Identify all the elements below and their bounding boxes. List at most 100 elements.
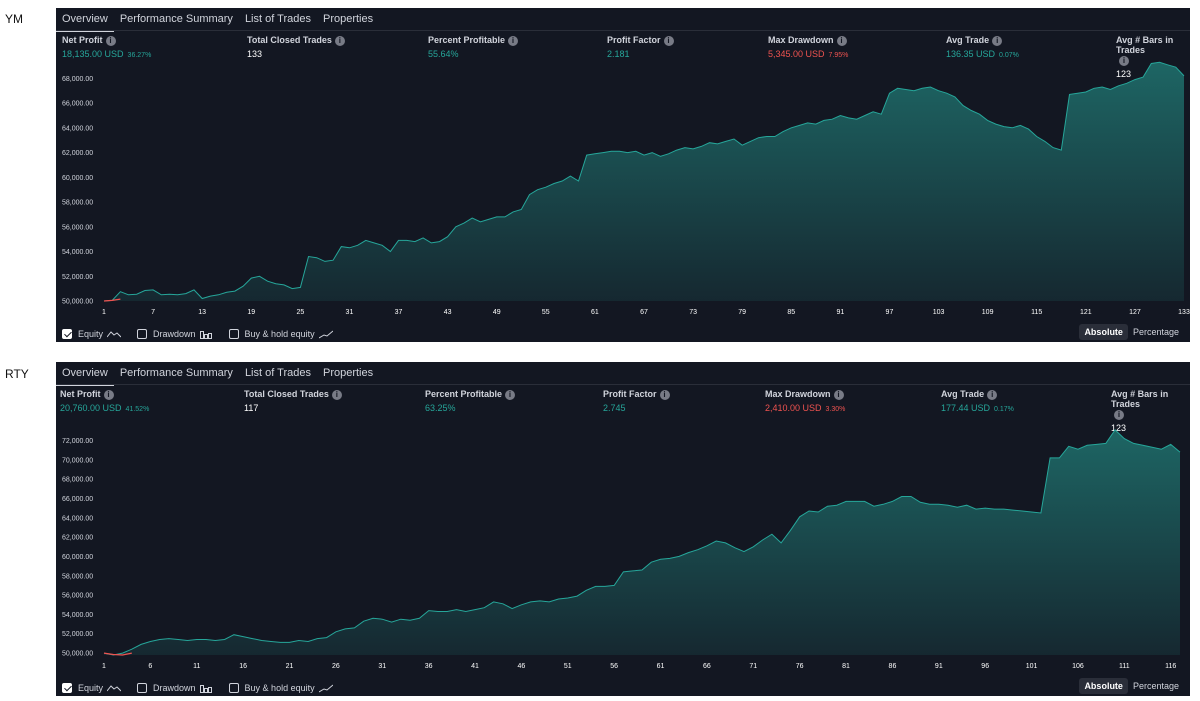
y-tick-label: 60,000.00 [62,175,93,182]
y-tick-label: 50,000.00 [62,651,93,658]
percentage-button[interactable]: Percentage [1132,681,1179,691]
absolute-button[interactable]: Absolute [1079,678,1128,694]
report-tabs: Overview Performance Summary List of Tra… [56,362,379,386]
metric-label: Avg # Bars in Trades [1111,389,1169,409]
equity-line [103,429,1181,656]
equity-chart[interactable]: 50,000.00 52,000.00 54,000.00 56,000.00 58,0… [56,8,1190,342]
info-icon[interactable]: i [103,389,114,400]
metric-percent: 3.30% [825,405,846,413]
y-tick-label: 66,000.00 [62,101,93,108]
legend-label: Drawdown [153,329,196,339]
equity-area [104,62,1184,301]
legend-buy-hold-toggle[interactable]: Buy & hold equity [228,683,333,693]
x-tick-label: 43 [444,309,452,316]
metric-value: 2.181 [607,48,630,59]
x-tick-label: 13 [198,309,206,316]
info-icon[interactable]: i [1114,409,1124,420]
legend-label: Equity [78,683,104,693]
info-icon[interactable]: i [659,389,670,400]
y-tick-label: 52,000.00 [62,631,93,638]
tab-performance-summary[interactable]: Performance Summary [119,367,233,379]
metric-label: Total Closed Trades [244,389,329,399]
y-tick-label: 62,000.00 [62,150,93,157]
equity-checkbox[interactable] [62,329,72,339]
tab-performance-summary[interactable]: Performance Summary [119,13,233,25]
equity-chart[interactable]: 50,000.00 52,000.00 54,000.00 56,000.00 58,0… [56,362,1190,696]
metric-label: Total Closed Trades [247,35,332,45]
strategy-report-panel-rty: Overview Performance Summary List of Tra… [56,362,1190,696]
metric-value: 63.25% [425,402,456,413]
legend-label: Equity [78,329,104,339]
report-tabs: Overview Performance Summary List of Tra… [56,8,379,32]
metric-label: Net Profit [60,389,101,399]
metric-value: 117 [244,402,259,413]
metric-profit-factor: Profit Factor i 2.181 [607,35,674,59]
info-icon[interactable]: i [1119,55,1129,66]
info-icon[interactable]: i [105,35,116,46]
info-icon[interactable]: i [331,389,342,400]
metric-percent: 36.27% [127,51,152,59]
equity-checkbox[interactable] [62,683,72,693]
legend-buy-hold-toggle[interactable]: Buy & hold equity [228,329,333,339]
x-tick-label: 103 [933,309,945,316]
x-tick-label: 127 [1129,309,1141,316]
info-icon[interactable]: i [508,35,519,46]
x-tick-label: 86 [889,663,897,670]
x-tick-label: 66 [703,663,711,670]
y-tick-label: 72,000.00 [62,438,93,445]
info-icon[interactable]: i [987,389,998,400]
buy-hold-checkbox[interactable] [228,683,239,693]
metric-label: Percent Profitable [428,35,506,45]
tab-overview[interactable]: Overview [56,8,114,32]
metric-label: Profit Factor [607,35,661,45]
x-tick-label: 79 [738,309,746,316]
legend-label: Buy & hold equity [244,683,315,693]
x-tick-label: 37 [395,309,403,316]
tab-list-of-trades[interactable]: List of Trades [244,367,311,379]
symbol-label-rty: RTY [5,367,29,381]
metric-avg-bars-in-trades: Avg # Bars in Tradesi 123 [1116,35,1190,79]
info-icon[interactable]: i [833,389,844,400]
metric-percent: 0.07% [999,51,1019,59]
info-icon[interactable]: i [836,35,847,46]
y-tick-label: 64,000.00 [62,125,93,132]
drawdown-checkbox[interactable] [137,683,148,693]
legend-drawdown-toggle[interactable]: Drawdown [137,329,213,339]
x-tick-label: 133 [1178,309,1190,316]
x-tick-label: 73 [689,309,697,316]
buy-hold-line-icon [318,684,333,692]
drawdown-segment [103,298,121,302]
percentage-button[interactable]: Percentage [1132,327,1179,337]
metric-avg-trade: Avg Trade i 136.35 USD 0.07% [946,35,1019,59]
metric-net-profit: Net Profit i 18,135.00 USD 36.27% [62,35,151,59]
tab-properties[interactable]: Properties [322,13,374,25]
x-tick-label: 115 [1031,309,1042,316]
info-icon[interactable]: i [992,35,1003,46]
tab-overview[interactable]: Overview [56,362,114,386]
buy-hold-checkbox[interactable] [228,329,239,339]
x-tick-label: 11 [193,663,200,670]
x-tick-label: 25 [296,309,304,316]
scale-toggle: Absolute Percentage [1079,324,1184,340]
legend-drawdown-toggle[interactable]: Drawdown [137,683,213,693]
drawdown-segment [103,652,132,656]
y-tick-label: 58,000.00 [62,200,93,207]
absolute-button[interactable]: Absolute [1079,324,1128,340]
metric-label: Avg Trade [941,389,985,399]
info-icon[interactable]: i [334,35,345,46]
info-icon[interactable]: i [505,389,516,400]
tab-properties[interactable]: Properties [322,367,374,379]
x-tick-label: 26 [332,663,340,670]
x-tick-label: 76 [796,663,804,670]
symbol-label-ym: YM [5,12,23,26]
y-tick-label: 60,000.00 [62,554,93,561]
metric-value: 5,345.00 USD 7.95% [768,48,849,59]
legend-equity-toggle[interactable]: Equity [62,329,122,339]
tab-divider [56,384,1190,385]
y-tick-label: 64,000.00 [62,515,93,522]
info-icon[interactable]: i [663,35,674,46]
legend-equity-toggle[interactable]: Equity [62,683,122,693]
tab-list-of-trades[interactable]: List of Trades [244,13,311,25]
equity-area [104,429,1180,655]
drawdown-checkbox[interactable] [137,329,148,339]
